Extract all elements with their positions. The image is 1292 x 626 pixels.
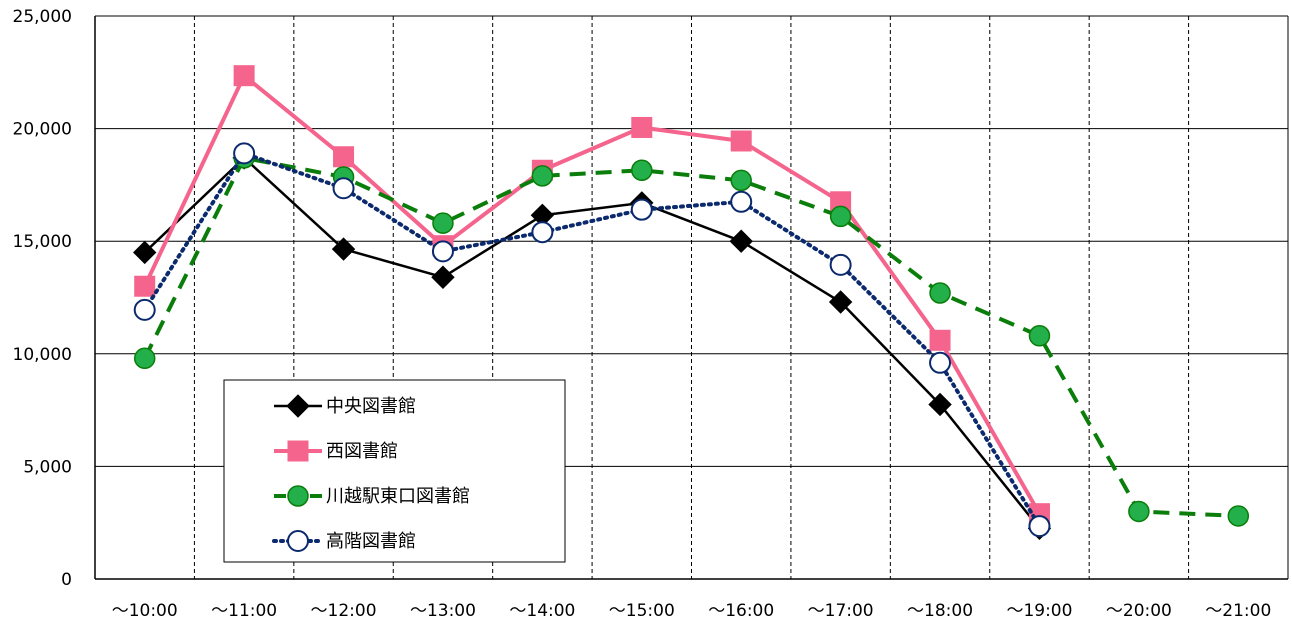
- legend-label: 川越駅東口図書館: [326, 486, 470, 507]
- x-tick-label: ～10:00: [112, 601, 178, 621]
- data-point: [531, 221, 554, 244]
- x-tick-label: ～15:00: [609, 601, 675, 621]
- data-point: [133, 240, 157, 265]
- x-tick-label: ～14:00: [509, 601, 575, 621]
- data-point: [729, 229, 753, 253]
- data-point: [929, 282, 951, 304]
- data-point: [630, 198, 653, 221]
- data-point: [829, 205, 852, 228]
- data-point: [1028, 515, 1051, 538]
- legend-label: 高階図書館: [326, 531, 416, 552]
- data-point: [1128, 500, 1150, 523]
- data-point: [431, 240, 454, 263]
- data-point: [730, 130, 752, 152]
- y-tick-label: 25,000: [13, 7, 72, 27]
- data-point: [431, 265, 455, 289]
- legend-label: 中央図書館: [326, 396, 416, 417]
- axis-layer: 0 5,000 10,000 15,000 20,000 25,000 ～10:00 ～11:…: [13, 7, 1289, 621]
- legend-marker: [287, 485, 309, 507]
- data-point: [233, 65, 255, 87]
- x-tick-label: ～13:00: [410, 601, 476, 621]
- x-tick-label: ～16:00: [708, 601, 774, 621]
- y-tick-label: 15,000: [13, 232, 72, 252]
- data-point: [134, 275, 156, 297]
- series-4: [133, 142, 1051, 538]
- y-tick-label: 5,000: [23, 457, 72, 477]
- y-tick-label: 0: [61, 570, 72, 590]
- data-point: [929, 329, 951, 351]
- series-line: [142, 151, 1042, 529]
- data-point: [331, 237, 356, 261]
- data-point: [531, 165, 554, 187]
- data-point: [233, 142, 256, 165]
- data-point: [829, 253, 852, 276]
- x-tick-label: ～12:00: [311, 601, 377, 621]
- y-tick-label: 10,000: [13, 345, 72, 365]
- data-point: [631, 159, 653, 182]
- data-point: [133, 298, 156, 321]
- data-point: [333, 146, 355, 168]
- x-tick-label: ～19:00: [1006, 601, 1072, 621]
- data-point: [828, 290, 853, 314]
- data-point: [928, 392, 952, 417]
- data-point: [432, 212, 454, 234]
- data-point: [133, 347, 156, 370]
- x-tick-label: ～11:00: [211, 601, 277, 621]
- series-line: [143, 156, 1041, 530]
- legend-marker: [287, 440, 309, 462]
- legend-label: 西図書館: [326, 441, 398, 462]
- series-line: [142, 73, 1042, 515]
- x-tick-label: ～18:00: [907, 601, 973, 621]
- data-point: [929, 351, 952, 374]
- legend-marker: [286, 394, 310, 418]
- data-point: [332, 177, 355, 200]
- legend-marker: [287, 530, 309, 552]
- data-point: [730, 169, 752, 192]
- legend-box: [223, 379, 566, 563]
- data-point: [1227, 505, 1250, 527]
- data-point: [1028, 325, 1051, 347]
- series-layer: [133, 65, 1250, 541]
- data-point: [730, 190, 753, 213]
- x-tick-label: ～20:00: [1106, 601, 1172, 621]
- x-tick-label: ～17:00: [808, 601, 874, 621]
- y-tick-label: 20,000: [13, 120, 72, 140]
- data-point: [631, 116, 653, 138]
- x-tick-label: ～21:00: [1205, 601, 1271, 621]
